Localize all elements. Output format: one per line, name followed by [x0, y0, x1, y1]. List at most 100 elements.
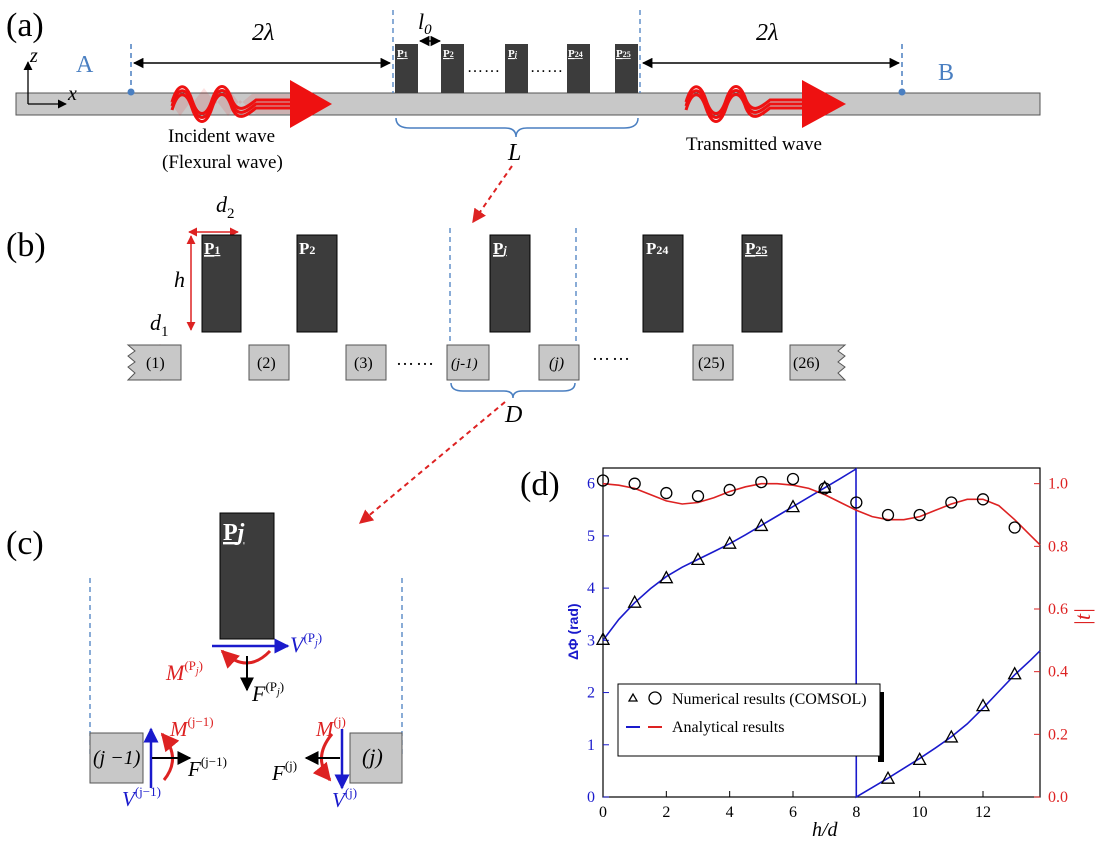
incident-wave-arrow	[170, 80, 332, 128]
x-axis-label: h/d	[812, 819, 839, 841]
y-left-tick-label: 6	[587, 476, 595, 493]
segment-dots-left: ……	[396, 349, 436, 369]
force-f-jm1-label: F(j−1)	[187, 754, 227, 781]
numerical-phase-point	[880, 770, 896, 784]
point-b-label: B	[938, 60, 954, 86]
point-a-marker	[127, 88, 135, 96]
point-b-marker	[898, 88, 906, 96]
x-tick-label: 8	[852, 804, 860, 821]
zoom-arrow-b-to-c	[358, 401, 506, 524]
numerical-phase-point	[1007, 666, 1022, 680]
numerical-transmission-point	[755, 475, 768, 489]
pillar-b-p25	[741, 234, 783, 333]
panel-b-label: (b)	[6, 227, 46, 264]
numerical-transmission-point	[818, 482, 831, 495]
x-tick-label: 0	[599, 804, 607, 821]
numerical-phase-point	[975, 698, 991, 712]
legend-numerical-label: Numerical results (COMSOL)	[672, 691, 867, 708]
numerical-transmission-point	[691, 490, 705, 503]
pillar-p2	[441, 44, 464, 93]
dist-right-label: 2λ	[756, 20, 778, 46]
length-brace	[395, 117, 639, 138]
numerical-phase-point	[659, 570, 674, 584]
pillar-pj	[505, 44, 528, 93]
segment-2	[248, 344, 290, 381]
pillar-dots-left: ……	[467, 59, 501, 76]
spacing-label: l0	[418, 9, 432, 38]
y-right-tick-label: 0.2	[1048, 726, 1068, 743]
legend-analytical-label: Analytical results	[672, 719, 784, 736]
incident-wave-label: Incident wave	[168, 126, 275, 147]
segment-jm1-label: (j-1)	[451, 356, 478, 372]
segment-26-label: (26)	[793, 355, 820, 372]
y-left-tick-label: 0	[587, 789, 595, 806]
numerical-transmission-point	[628, 477, 641, 490]
y-right-tick-label: 0.8	[1048, 538, 1068, 555]
beam	[15, 92, 1041, 116]
y-right-tick-label: 0.6	[1048, 601, 1068, 618]
z-axis-label: z	[29, 45, 38, 67]
segment-c-j-label: (j)	[362, 744, 383, 769]
legend-circle-marker	[648, 691, 662, 705]
x-tick-label: 4	[726, 804, 734, 821]
y-left-tick-label: 4	[587, 580, 595, 597]
numerical-transmission-point	[660, 486, 673, 500]
transmitted-wave-label: Transmitted wave	[686, 134, 822, 155]
numerical-phase-point	[817, 479, 832, 493]
y-left-tick-label: 5	[587, 528, 595, 545]
transmitted-wave-arrow	[684, 80, 846, 128]
segment-25	[692, 344, 734, 381]
pillar-p24	[567, 44, 590, 93]
chart-legend: Numerical results (COMSOL) Analytical re…	[617, 683, 884, 762]
segment-jm1	[446, 344, 490, 381]
dist-left-label: 2λ	[252, 20, 274, 46]
numerical-phase-point	[722, 535, 737, 549]
chart-panel-label: (d)	[520, 466, 560, 503]
x-axis-label: x	[67, 83, 77, 105]
pillar-b-p2	[296, 234, 338, 333]
pillar-b-p25-label: P25	[745, 239, 767, 258]
pillar-p25	[615, 44, 638, 93]
d1-label: d1	[150, 310, 169, 340]
y-axis-left-label: ΔΦ (rad)	[565, 603, 581, 660]
legend-shadow	[878, 692, 884, 762]
y-left-tick-label: 1	[587, 737, 595, 754]
numerical-transmission-point	[881, 508, 895, 522]
numerical-phase-point	[912, 752, 927, 766]
pillar-b-p1	[201, 234, 242, 333]
segment-1	[126, 344, 182, 381]
point-a-label: A	[76, 52, 94, 78]
y-right-tick-label: 1.0	[1048, 476, 1068, 493]
numerical-transmission-point	[913, 508, 926, 522]
panel-c-label: (c)	[6, 525, 44, 562]
numerical-phase-point	[754, 518, 769, 532]
pillar-pj-label: Pj	[508, 48, 518, 60]
pillar-p1	[395, 44, 418, 93]
pillar-b-pj-label: Pj	[493, 239, 507, 258]
segment-c-j	[349, 732, 403, 784]
numerical-transmission-point	[786, 472, 800, 486]
pillar-dots-right: ……	[530, 59, 564, 76]
numerical-phase-point	[690, 552, 706, 566]
segment-25-label: (25)	[698, 355, 725, 372]
pillar-p25-label: P25	[616, 48, 631, 60]
numerical-transmission-point	[596, 474, 610, 487]
segment-c-jm1	[89, 732, 144, 784]
segment-3	[345, 344, 387, 381]
d-brace	[450, 382, 576, 399]
pillar-b-p2-label: P2	[299, 239, 315, 258]
numerical-transmission-point	[723, 483, 736, 497]
segment-j-label: (j)	[549, 355, 564, 372]
segment-2-label: (2)	[257, 355, 276, 372]
pillar-p1-label: P1	[397, 48, 408, 60]
legend-triangle-marker	[627, 692, 639, 702]
numerical-transmission-point	[850, 496, 863, 509]
numerical-transmission-point	[1008, 521, 1021, 534]
force-v-pj-label: V(Pj)	[290, 630, 322, 657]
h-label: h	[174, 267, 185, 292]
y-right-tick-label: 0.0	[1048, 789, 1068, 806]
panel-c: (c) Pj V(Pj) M(Pj) F(Pj) (j −1) (j) V(j−…	[6, 512, 403, 812]
pillar-b-pj	[489, 234, 531, 333]
pillar-c-pj	[219, 512, 275, 640]
